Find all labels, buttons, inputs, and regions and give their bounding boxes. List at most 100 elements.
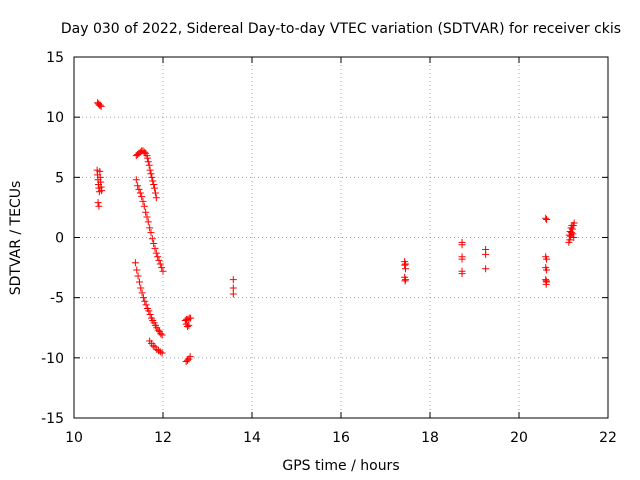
data-point xyxy=(543,266,551,274)
data-point xyxy=(157,330,165,338)
series-arc-e xyxy=(143,154,160,202)
series-arc-f xyxy=(132,176,167,275)
data-point xyxy=(149,342,157,350)
y-tick-label: 15 xyxy=(46,50,64,66)
data-point xyxy=(145,307,153,315)
data-point xyxy=(143,213,151,221)
series-arc-c xyxy=(94,199,103,210)
data-point xyxy=(401,261,409,269)
data-point xyxy=(147,170,155,178)
x-tick-labels: 10 12 14 16 18 20 22 xyxy=(65,430,617,446)
data-point xyxy=(158,264,166,272)
data-point xyxy=(229,284,237,292)
data-point xyxy=(149,177,157,185)
data-point xyxy=(156,260,164,268)
data-point xyxy=(145,161,153,169)
data-point xyxy=(402,265,410,273)
series-arc-m xyxy=(458,238,466,278)
data-points xyxy=(93,99,578,365)
data-point xyxy=(146,311,154,319)
data-point xyxy=(138,193,146,201)
data-point xyxy=(458,241,466,249)
data-point xyxy=(147,229,155,237)
x-tick-label: 12 xyxy=(154,430,172,446)
data-point xyxy=(185,321,193,329)
data-point xyxy=(458,255,466,263)
data-point xyxy=(139,197,147,205)
data-point xyxy=(158,331,166,339)
axis-ticks xyxy=(73,56,609,419)
data-point xyxy=(95,202,103,210)
series-arc-n xyxy=(482,246,490,273)
data-point xyxy=(134,182,142,190)
data-point xyxy=(94,199,102,207)
data-point xyxy=(154,253,162,261)
y-tick-label: -15 xyxy=(41,411,64,427)
data-point xyxy=(153,345,161,353)
data-point xyxy=(96,101,104,109)
data-point xyxy=(158,349,166,357)
y-tick-label: 10 xyxy=(46,110,64,126)
data-point xyxy=(543,215,551,223)
data-point xyxy=(132,176,140,184)
series-arc-k xyxy=(229,276,237,298)
data-point xyxy=(135,278,143,286)
x-tick-label: 10 xyxy=(65,430,83,446)
data-point xyxy=(186,353,194,361)
data-point xyxy=(155,347,163,355)
data-point xyxy=(151,244,159,252)
data-point xyxy=(570,234,578,241)
data-point xyxy=(142,208,150,216)
data-point xyxy=(133,266,141,274)
data-point xyxy=(139,294,147,302)
data-point xyxy=(152,194,160,202)
series-arc-o xyxy=(542,214,551,288)
data-point xyxy=(482,265,490,273)
data-point xyxy=(154,326,162,334)
data-point xyxy=(569,230,577,238)
data-point xyxy=(137,284,145,292)
data-point xyxy=(148,235,156,243)
data-point xyxy=(138,289,146,297)
y-tick-label: 5 xyxy=(55,170,64,186)
y-tick-labels: -15 -10 -5 0 5 10 15 xyxy=(41,50,64,427)
series-arc-h xyxy=(146,337,166,357)
series-arc-b xyxy=(93,166,106,196)
x-tick-label: 16 xyxy=(332,430,350,446)
data-point xyxy=(229,290,237,298)
data-point xyxy=(140,148,148,156)
series-arc-g xyxy=(131,259,166,339)
data-point xyxy=(542,214,550,222)
data-point xyxy=(183,323,191,331)
data-point xyxy=(140,202,148,210)
data-point xyxy=(134,272,142,280)
data-point xyxy=(568,221,576,229)
series-arc-l xyxy=(401,258,410,285)
x-tick-label: 14 xyxy=(243,430,261,446)
data-point xyxy=(543,255,551,263)
data-point xyxy=(96,167,104,175)
data-point xyxy=(97,102,105,110)
data-point xyxy=(144,158,152,166)
series-arc-a xyxy=(94,99,105,110)
y-tick-label: -10 xyxy=(41,351,64,367)
y-axis-label: SDTVAR / TECUs xyxy=(8,181,24,296)
data-point xyxy=(150,181,158,189)
data-point xyxy=(183,356,191,364)
data-point xyxy=(152,249,160,257)
data-point xyxy=(141,297,149,305)
data-point xyxy=(482,250,490,258)
data-point xyxy=(542,277,550,285)
data-point xyxy=(159,267,167,275)
chart-title: Day 030 of 2022, Sidereal Day-to-day VTE… xyxy=(61,21,621,37)
x-tick-label: 22 xyxy=(599,430,617,446)
data-point xyxy=(229,276,237,284)
series-arc-j xyxy=(182,353,194,365)
grid-lines xyxy=(74,57,608,418)
data-point xyxy=(98,187,106,195)
data-point xyxy=(142,301,150,309)
x-tick-label: 20 xyxy=(510,430,528,446)
data-point xyxy=(136,189,144,197)
x-axis-label: GPS time / hours xyxy=(282,458,399,474)
